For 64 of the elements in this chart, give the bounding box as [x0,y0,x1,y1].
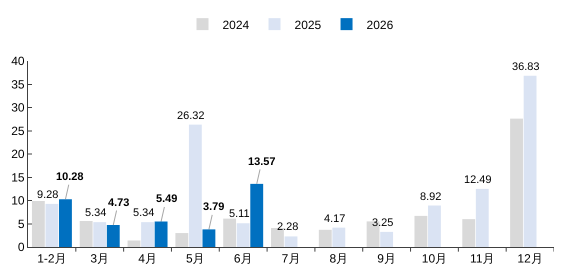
bar [414,216,428,247]
bar [175,233,188,247]
bar [59,199,72,247]
data-label: 4.73 [108,197,130,209]
y-tick-label: 0 [18,240,25,254]
bar [80,220,93,247]
data-label: 8.92 [420,191,442,203]
y-tick-label: 5 [18,216,25,231]
bar [510,118,523,247]
bar [106,225,120,247]
data-label: 26.32 [177,110,205,122]
data-label: 10.28 [56,171,84,183]
x-tick-label: 11月 [470,251,495,266]
data-label: 5.34 [85,207,106,219]
legend-label: 2025 [294,18,322,32]
bar [428,206,441,247]
y-tick-label: 30 [11,100,25,115]
data-label: 2.28 [277,221,298,233]
bar [223,218,236,247]
data-label: 5.34 [133,207,154,219]
x-tick-label: 9月 [377,251,396,266]
bar [462,219,476,247]
x-tick-label: 6月 [234,251,253,266]
bar [380,232,394,247]
bar [524,76,537,247]
bar [284,236,298,247]
bar [141,222,154,247]
x-tick-label: 3月 [90,251,110,266]
x-tick-label: 1-2月 [37,251,67,266]
data-label: 12.49 [464,174,492,186]
bar [250,184,264,247]
x-tick-label: 10月 [422,251,448,266]
data-label: 13.57 [248,156,276,168]
data-label: 5.11 [229,208,250,220]
bar [93,222,106,247]
y-tick-label: 20 [11,147,25,162]
bar [318,230,332,247]
bar [202,229,216,247]
x-tick-label: 5月 [186,251,205,266]
bar [332,228,346,247]
data-label: 4.17 [324,213,346,225]
bar [188,124,202,247]
data-label: 3.25 [372,217,394,229]
y-tick-label: 35 [11,77,25,92]
bar [236,223,250,247]
bar [128,240,140,247]
x-tick-label: 12月 [517,251,543,266]
data-label: 5.49 [156,193,178,205]
bar [476,188,489,247]
bar [32,200,45,247]
y-tick-label: 15 [11,170,25,184]
data-label: 3.79 [203,201,224,213]
data-label: 36.83 [512,61,540,73]
data-label: 9.28 [37,189,58,201]
bar [45,204,58,247]
legend-label: 2024 [222,18,250,32]
y-tick-label: 10 [11,194,25,208]
x-tick-label: 8月 [329,251,348,266]
x-tick-label: 4月 [138,251,157,266]
x-tick-label: 7月 [282,251,300,266]
y-tick-label: 25 [11,124,25,138]
legend-label: 2026 [366,18,394,32]
bar [154,221,168,247]
y-tick-label: 40 [11,54,25,68]
